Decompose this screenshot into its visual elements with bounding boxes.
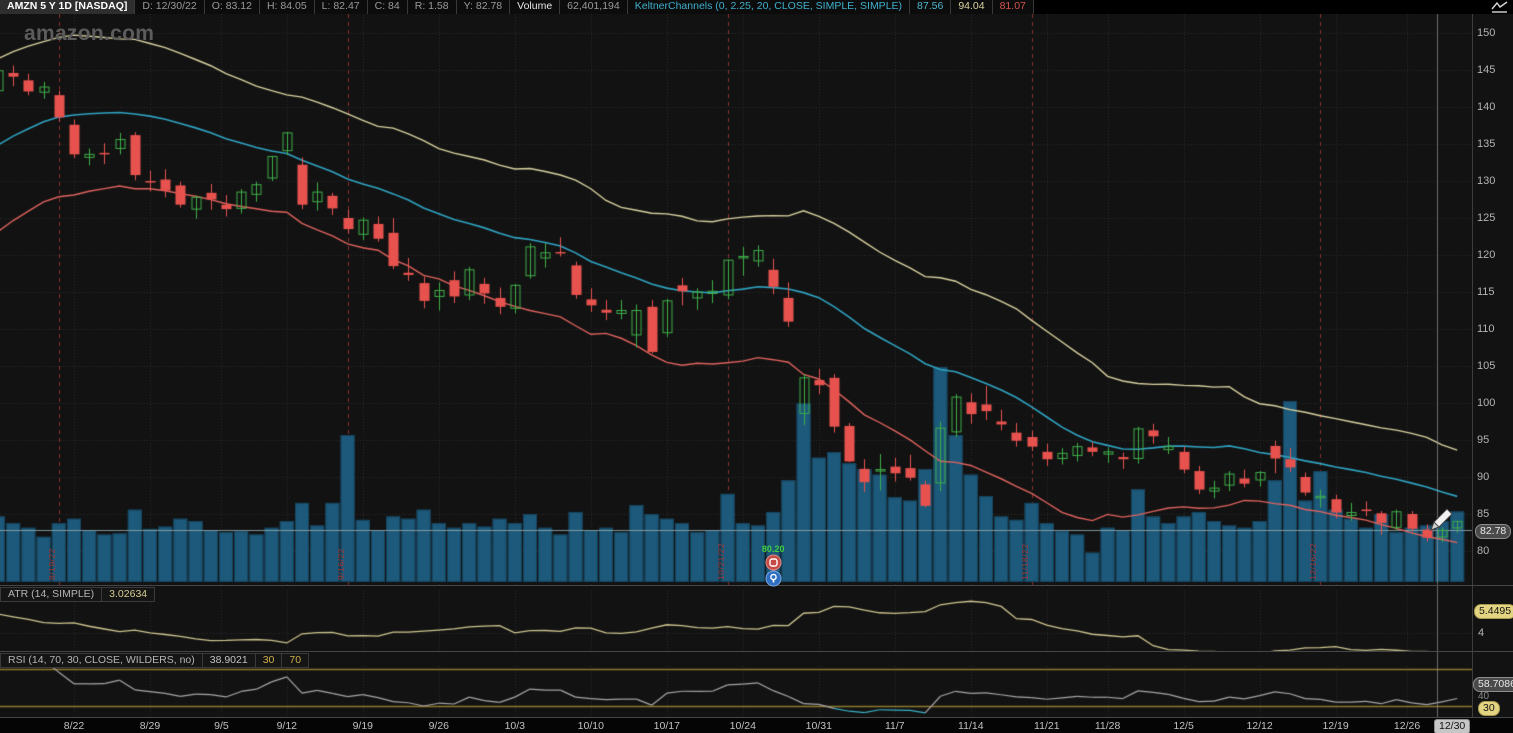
price-axis-tick: 80 — [1477, 545, 1490, 557]
atr-study-label[interactable]: ATR (14, SIMPLE) — [0, 587, 103, 602]
pencil-cursor-icon — [1430, 508, 1453, 531]
rsi-overbought-label: 70 — [282, 653, 310, 668]
date-axis-tick: 11/21 — [1034, 720, 1060, 732]
price-axis-tick: 120 — [1477, 249, 1496, 261]
date-crosshair-bubble: 12/30 — [1434, 719, 1471, 733]
date-axis[interactable]: 12/30 8/22 8/29 9/5 9/12 9/19 9/26 10/3 10/10 10… — [0, 718, 1513, 733]
price-axis-tick: 100 — [1477, 397, 1496, 409]
date-axis-tick: 11/7 — [884, 720, 905, 732]
ohlc-field: L: 82.47 — [314, 0, 368, 14]
keltner-study-label[interactable]: KeltnerChannels (0, 2.25, 20, CLOSE, SIM… — [627, 0, 911, 14]
ohlc-field: D: 12/30/22 — [135, 0, 205, 14]
panel-separator[interactable] — [0, 651, 1513, 652]
keltner-study-values: 87.56 94.04 81.07 — [910, 0, 1034, 14]
alert-marker[interactable]: 80.20 — [753, 544, 793, 587]
price-axis-tick: 140 — [1477, 101, 1496, 113]
ohlc-readout: D: 12/30/22 O: 83.12 H: 84.05 L: 82.47 C: 84… — [135, 0, 511, 14]
ohlc-field: R: 1.58 — [407, 0, 457, 14]
price-axis-tick: 110 — [1477, 323, 1495, 335]
header-spacer — [1033, 0, 1487, 14]
price-axis-tick: 130 — [1477, 175, 1496, 187]
date-axis-tick: 10/10 — [577, 720, 604, 732]
date-axis-tick: 12/26 — [1393, 720, 1421, 732]
price-axis-tick: 105 — [1477, 360, 1496, 372]
date-axis-tick: 12/19 — [1322, 720, 1349, 732]
keltner-band-value: 87.56 — [910, 0, 952, 14]
price-axis-tick: 115 — [1477, 286, 1495, 298]
alert-icon[interactable] — [765, 554, 782, 571]
note-icon[interactable] — [765, 570, 782, 587]
rsi-study-header: RSI (14, 70, 30, CLOSE, WILDERS, no) 38.… — [0, 653, 310, 668]
atr-value-bubble: 5.4495 — [1474, 604, 1513, 619]
rsi-value: 38.9021 — [202, 653, 256, 668]
date-axis-tick: 10/31 — [805, 720, 832, 732]
date-axis-tick: 8/22 — [63, 720, 85, 732]
date-axis-tick: 10/24 — [729, 720, 756, 732]
rsi-value-bubble: 58.7086 — [1473, 677, 1513, 692]
date-axis-tick: 9/19 — [352, 720, 374, 732]
price-axis-tick: 125 — [1477, 212, 1496, 224]
price-axis-tick: 135 — [1477, 138, 1496, 150]
price-axis-tick: 85 — [1477, 508, 1490, 520]
atr-study-header: ATR (14, SIMPLE) 3.02634 — [0, 587, 156, 602]
volume-value: 62,401,194 — [560, 0, 628, 14]
panel-separator[interactable] — [0, 585, 1513, 586]
date-axis-tick: 11/28 — [1094, 720, 1121, 732]
date-axis-tick: 12/5 — [1173, 720, 1194, 732]
price-axis-tick: 150 — [1477, 27, 1496, 39]
atr-axis-tick: 4 — [1478, 627, 1485, 639]
expiration-date-label: 10/21/22 — [715, 542, 726, 580]
expiration-date-label: 12/16/22 — [1308, 542, 1319, 580]
date-axis-tick: 9/12 — [276, 720, 298, 732]
volume-label: Volume — [510, 0, 561, 14]
expiration-date-label: 9/16/22 — [335, 548, 346, 580]
price-crosshair-bubble: 82.78 — [1475, 524, 1512, 539]
alert-price-label: 80.20 — [761, 544, 785, 554]
ohlc-field: Y: 82.78 — [456, 0, 511, 14]
ohlc-field: H: 84.05 — [259, 0, 315, 14]
symbol-label[interactable]: AMZN 5 Y 1D [NASDAQ] — [0, 0, 136, 14]
price-axis-tick: 95 — [1477, 434, 1490, 446]
price-axis-tick: 145 — [1477, 64, 1496, 76]
expiration-date-label: 8/19/22 — [46, 548, 57, 580]
date-axis-tick: 9/26 — [428, 720, 450, 732]
amazon-watermark: amazon.com — [24, 22, 155, 45]
rsi-study-label[interactable]: RSI (14, 70, 30, CLOSE, WILDERS, no) — [0, 653, 203, 668]
chart-style-button[interactable] — [1487, 0, 1513, 14]
line-chart-icon — [1491, 1, 1508, 13]
date-axis-tick: 10/3 — [504, 720, 526, 732]
rsi-oversold-bubble: 30 — [1478, 701, 1500, 716]
rsi-axis-tick: 40 — [1478, 691, 1490, 702]
price-axis-tick: 90 — [1477, 471, 1490, 483]
date-axis-tick: 11/14 — [958, 720, 984, 732]
date-axis-tick: 10/17 — [653, 720, 680, 732]
ohlc-field: O: 83.12 — [204, 0, 260, 14]
keltner-band-value: 81.07 — [992, 0, 1034, 14]
date-axis-tick: 9/5 — [214, 720, 229, 732]
atr-value: 3.02634 — [102, 587, 156, 602]
panel-separator — [0, 717, 1513, 718]
date-axis-tick: 8/29 — [139, 720, 161, 732]
rsi-oversold-label: 30 — [255, 653, 283, 668]
price-axis-border — [1472, 14, 1473, 718]
expiration-date-label: 11/18/22 — [1019, 543, 1030, 580]
date-axis-tick: 12/12 — [1246, 720, 1273, 732]
keltner-band-value: 94.04 — [951, 0, 993, 14]
chart-header-bar: AMZN 5 Y 1D [NASDAQ] D: 12/30/22 O: 83.12… — [0, 0, 1513, 14]
ohlc-field: C: 84 — [367, 0, 408, 14]
